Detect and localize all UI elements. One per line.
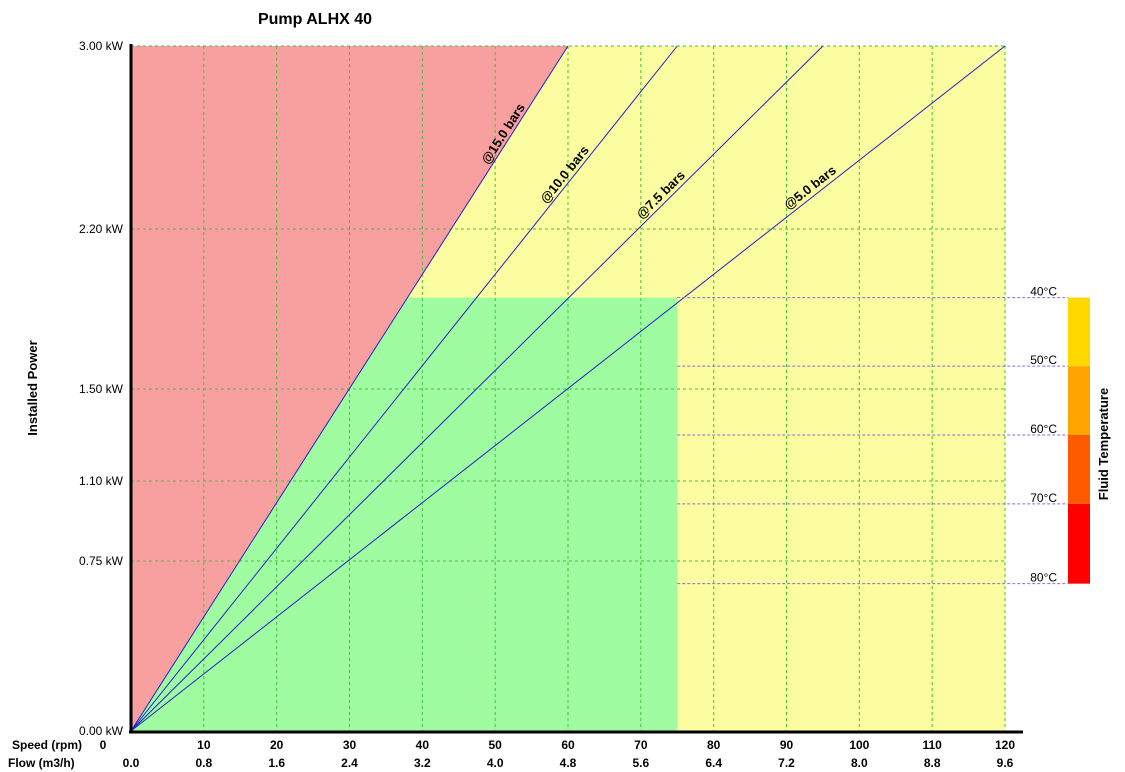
x-axis-origin-speed: 0 (100, 738, 107, 752)
x-tick-label-speed: 20 (270, 738, 284, 752)
y-axis-label: Installed Power (25, 340, 40, 435)
x-axis-row-label-speed: Speed (rpm) (12, 738, 82, 752)
x-tick-label-flow: 4.8 (560, 756, 577, 770)
x-tick-label-speed: 50 (488, 738, 502, 752)
x-tick-label-speed: 10 (197, 738, 211, 752)
temperature-label: 40°C (1030, 285, 1057, 299)
x-tick-label-flow: 7.2 (778, 756, 795, 770)
x-tick-label-speed: 80 (707, 738, 721, 752)
y-tick-label: 3.00 kW (79, 39, 124, 53)
series-line (130, 45, 824, 732)
x-tick-label-flow: 8.0 (851, 756, 868, 770)
chart-title: Pump ALHX 40 (258, 11, 372, 28)
temperature-label: 80°C (1030, 571, 1057, 585)
temperature-block (1068, 503, 1090, 584)
temperature-block (1068, 435, 1090, 504)
y-tick-label: 1.10 kW (79, 474, 124, 488)
y-tick-label: 0.00 kW (79, 724, 124, 738)
x-tick-label-speed: 90 (780, 738, 794, 752)
temperature-scale-title: Fluid Temperature (1096, 388, 1111, 500)
x-tick-label-speed: 110 (922, 738, 942, 752)
y-tick-label: 2.20 kW (79, 222, 124, 236)
x-axis-origin-flow: 0.0 (123, 756, 140, 770)
x-tick-label-speed: 120 (995, 738, 1015, 752)
temperature-label: 50°C (1030, 353, 1057, 367)
x-tick-label-flow: 3.2 (414, 756, 431, 770)
x-tick-label-flow: 8.8 (924, 756, 941, 770)
series-line (130, 45, 569, 732)
x-tick-label-speed: 100 (849, 738, 869, 752)
x-tick-label-flow: 0.8 (195, 756, 212, 770)
x-tick-label-speed: 40 (416, 738, 430, 752)
region-allowed (131, 297, 678, 731)
x-tick-label-speed: 70 (634, 738, 648, 752)
y-tick-label: 0.75 kW (79, 554, 124, 568)
x-tick-label-flow: 5.6 (632, 756, 649, 770)
x-tick-label-flow: 1.6 (268, 756, 285, 770)
y-tick-label: 1.50 kW (79, 382, 124, 396)
x-tick-label-flow: 2.4 (341, 756, 358, 770)
temperature-label: 70°C (1030, 491, 1057, 505)
temperature-block (1068, 366, 1090, 435)
x-tick-label-flow: 6.4 (705, 756, 722, 770)
x-axis-row-label-flow: Flow (m3/h) (8, 756, 75, 770)
x-tick-label-speed: 30 (343, 738, 357, 752)
temperature-block (1068, 297, 1090, 367)
x-tick-label-flow: 4.0 (487, 756, 504, 770)
x-tick-label-flow: 9.6 (997, 756, 1014, 770)
series-line (130, 45, 678, 732)
temperature-label: 60°C (1030, 422, 1057, 436)
series-line (130, 45, 1006, 732)
x-tick-label-speed: 60 (561, 738, 575, 752)
